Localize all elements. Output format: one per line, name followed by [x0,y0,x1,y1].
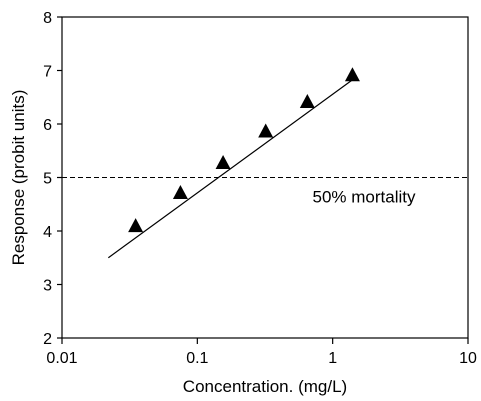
y-tick-label: 8 [43,10,52,27]
y-tick-label: 3 [43,278,52,295]
y-tick-label: 7 [43,64,52,81]
data-point-triangle [128,218,144,233]
data-point-triangle [215,155,231,170]
fit-line [107,76,357,259]
x-tick-label: 0.01 [46,350,77,367]
x-tick-label: 10 [459,350,477,367]
reference-line-label: 50% mortality [313,188,416,207]
y-tick-label: 4 [43,224,52,241]
y-tick-label: 5 [43,171,52,188]
data-point-triangle [172,184,188,199]
x-axis-label: Concentration. (mg/L) [183,377,347,396]
data-point-triangle [258,123,274,138]
data-point-triangle [299,94,315,109]
x-tick-label: 1 [328,350,337,367]
y-tick-label: 2 [43,331,52,348]
x-tick-label: 0.1 [186,350,208,367]
y-axis-label: Response (probit units) [9,90,28,266]
data-point-triangle [344,67,360,82]
y-tick-label: 6 [43,117,52,134]
